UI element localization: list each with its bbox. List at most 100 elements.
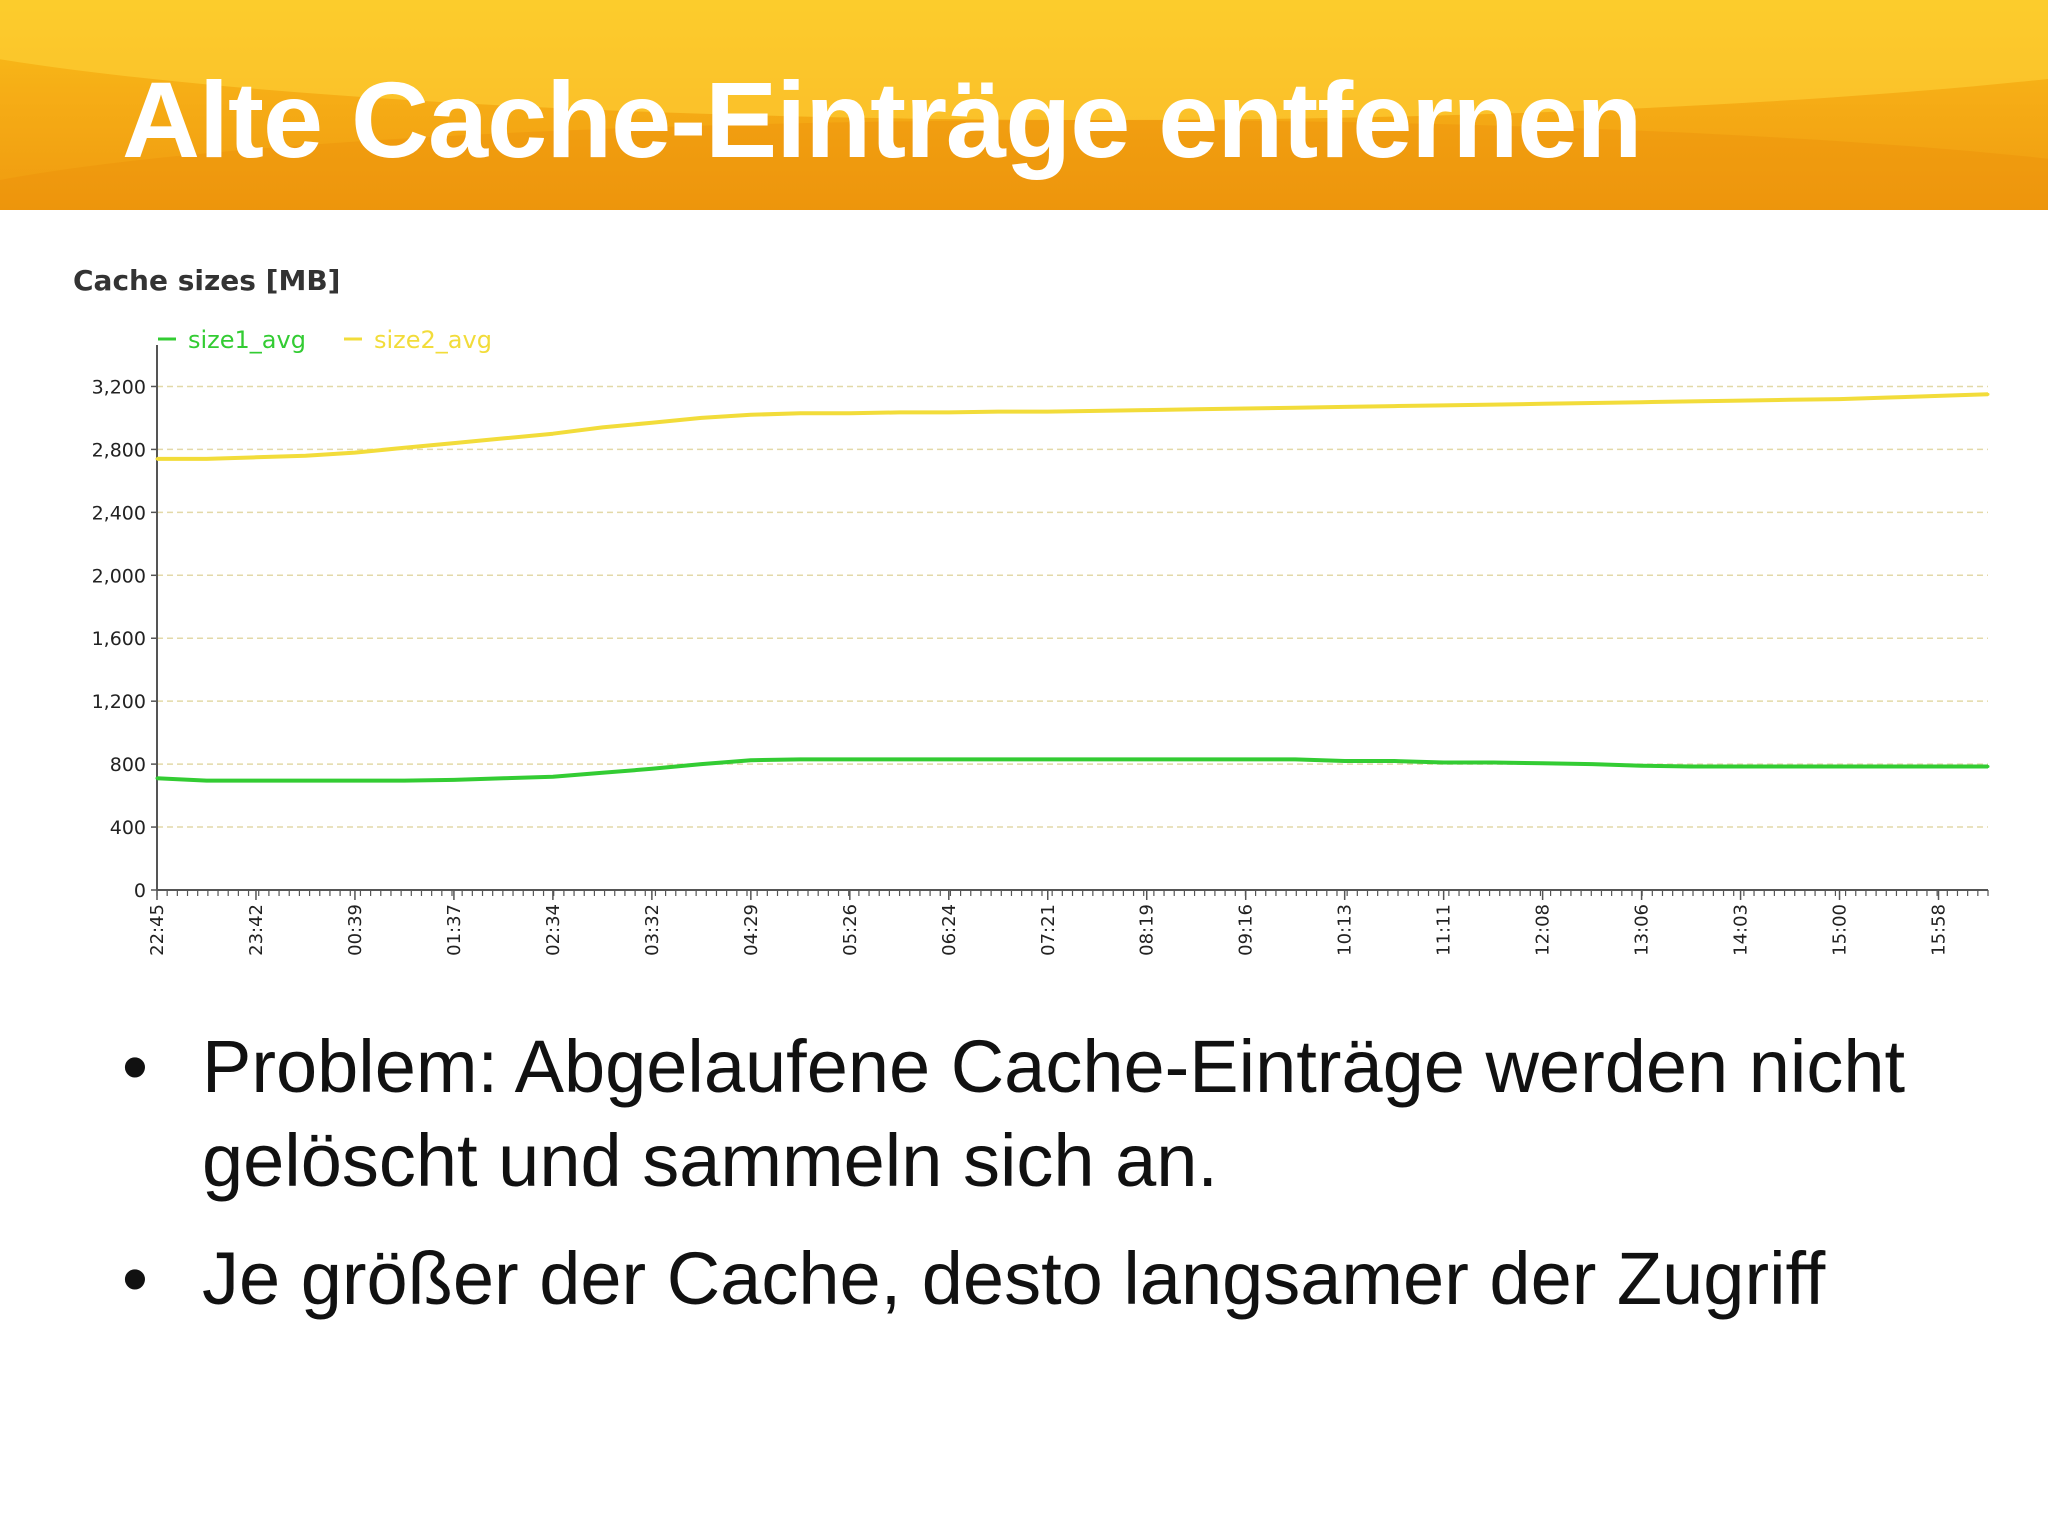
data-point-size2_avg — [501, 436, 505, 440]
data-point-size2_avg — [1739, 399, 1743, 403]
x-tick-label: 08:19 — [1137, 904, 1158, 956]
legend-label-size2_avg: size2_avg — [374, 326, 492, 354]
chart-title: Cache sizes [MB] — [73, 264, 340, 297]
data-point-size2_avg — [402, 446, 406, 450]
x-tick-label: 23:42 — [246, 904, 267, 956]
data-point-size2_avg — [897, 410, 901, 414]
data-point-size1_avg — [848, 757, 852, 761]
data-point-size2_avg — [1640, 400, 1644, 404]
slide-header: Alte Cache-Einträge entfernen — [0, 0, 2048, 210]
data-point-size1_avg — [452, 778, 456, 782]
data-point-size2_avg — [996, 410, 1000, 414]
data-point-size1_avg — [699, 762, 703, 766]
data-point-size2_avg — [155, 457, 159, 461]
data-point-size1_avg — [1640, 764, 1644, 768]
data-point-size1_avg — [204, 779, 208, 783]
data-point-size1_avg — [551, 775, 555, 779]
data-point-size1_avg — [1887, 764, 1891, 768]
chart-canvas: Cache sizes [MB] size1_avg size2_avg 0 400 80… — [73, 264, 1990, 956]
bullet-text-cache-size: Je größer der Cache, desto langsamer der… — [202, 1237, 1826, 1320]
x-tick-label: 05:26 — [840, 904, 861, 956]
data-point-size1_avg — [996, 757, 1000, 761]
data-point-size1_avg — [1244, 757, 1248, 761]
x-tick-label: 11:11 — [1434, 904, 1455, 956]
y-tick-label: 400 — [110, 817, 146, 839]
bullet-text-problem: Problem: Abgelaufene Cache-Einträge werd… — [202, 1025, 1906, 1202]
slide-title: Alte Cache-Einträge entfernen — [122, 59, 1642, 180]
data-point-size1_avg — [353, 779, 357, 783]
data-point-size1_avg — [600, 771, 604, 775]
data-point-size2_avg — [1541, 402, 1545, 406]
data-point-size1_avg — [1293, 757, 1297, 761]
data-point-size2_avg — [1887, 395, 1891, 399]
y-tick-label: 3,200 — [92, 376, 146, 398]
data-point-size2_avg — [798, 411, 802, 415]
data-point-size2_avg — [1838, 397, 1842, 401]
data-point-size1_avg — [1689, 764, 1693, 768]
x-tick-label: 00:39 — [345, 904, 366, 956]
data-point-size2_avg — [452, 441, 456, 445]
data-point-size1_avg — [1838, 764, 1842, 768]
x-tick-label: 13:06 — [1632, 904, 1653, 956]
x-tick-label: 03:32 — [642, 904, 663, 956]
data-point-size2_avg — [353, 451, 357, 455]
data-point-size1_avg — [798, 757, 802, 761]
data-point-size2_avg — [1095, 409, 1099, 413]
bullet-item-problem: • Problem: Abgelaufene Cache-Einträge we… — [122, 1020, 2002, 1208]
data-point-size2_avg — [1046, 410, 1050, 414]
data-point-size1_avg — [1541, 761, 1545, 765]
data-point-size1_avg — [1590, 762, 1594, 766]
data-point-size1_avg — [1491, 761, 1495, 765]
bullet-item-cache-size: • Je größer der Cache, desto langsamer d… — [122, 1232, 2002, 1326]
data-point-size1_avg — [1095, 757, 1099, 761]
data-point-size2_avg — [1244, 407, 1248, 410]
data-point-size2_avg — [1937, 394, 1941, 398]
data-point-size1_avg — [402, 779, 406, 783]
x-tick-label: 01:37 — [444, 904, 465, 956]
data-point-size1_avg — [650, 767, 654, 771]
data-point-size1_avg — [1343, 759, 1347, 763]
data-point-size1_avg — [897, 757, 901, 761]
data-point-size1_avg — [749, 758, 753, 762]
data-point-size1_avg — [303, 779, 307, 783]
data-point-size1_avg — [501, 776, 505, 780]
data-point-size1_avg — [947, 757, 951, 761]
data-point-size2_avg — [1689, 399, 1693, 403]
x-tick-label: 09:16 — [1236, 904, 1257, 956]
data-point-size2_avg — [1788, 398, 1792, 402]
x-tick-label: 06:24 — [939, 904, 960, 956]
x-tick-label: 07:21 — [1038, 904, 1059, 956]
series-line-size1_avg — [156, 757, 1988, 783]
y-tick-label: 0 — [134, 880, 146, 902]
y-tick-label: 1,600 — [92, 628, 146, 650]
y-tick-label: 2,800 — [92, 439, 146, 461]
bullet-icon: • — [122, 1025, 148, 1108]
data-point-size2_avg — [1986, 392, 1990, 396]
bullet-icon: • — [122, 1237, 148, 1320]
data-point-size1_avg — [1046, 757, 1050, 761]
data-point-size2_avg — [204, 457, 208, 461]
data-point-size2_avg — [1392, 404, 1396, 408]
data-point-size1_avg — [1194, 757, 1198, 761]
data-point-size1_avg — [1986, 764, 1990, 768]
data-point-size2_avg — [551, 432, 555, 436]
data-point-size1_avg — [1937, 764, 1941, 768]
data-point-size1_avg — [1788, 764, 1792, 768]
data-point-size2_avg — [947, 410, 951, 414]
x-tick-label: 15:58 — [1929, 904, 1950, 956]
x-tick-label: 12:08 — [1533, 904, 1554, 956]
y-tick-label: 2,400 — [92, 502, 146, 524]
x-tick-label: 15:00 — [1830, 904, 1851, 956]
x-tick-label: 10:13 — [1335, 904, 1356, 956]
bullet-list: • Problem: Abgelaufene Cache-Einträge we… — [122, 1020, 2002, 1350]
data-point-size2_avg — [650, 421, 654, 425]
data-point-size2_avg — [1442, 403, 1446, 407]
data-point-size2_avg — [1145, 408, 1149, 412]
data-point-size2_avg — [848, 411, 852, 415]
y-tick-label: 2,000 — [92, 565, 146, 587]
data-point-size2_avg — [600, 425, 604, 429]
x-tick-label: 22:45 — [147, 904, 168, 956]
data-point-size2_avg — [1293, 406, 1297, 410]
data-point-size1_avg — [254, 779, 258, 783]
y-tick-label: 1,200 — [92, 691, 146, 713]
